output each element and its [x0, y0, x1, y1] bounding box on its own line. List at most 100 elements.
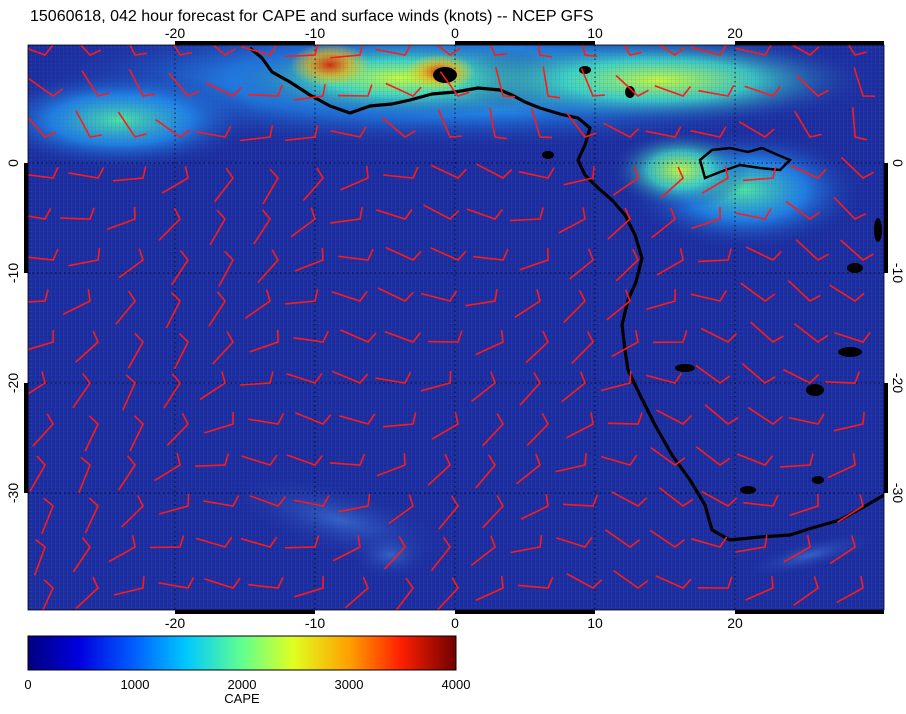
wind-barb [489, 45, 507, 56]
lat-label-left: -20 [5, 373, 21, 393]
wind-barb [32, 413, 54, 447]
wind-barb [72, 537, 91, 573]
wind-barb [611, 491, 648, 507]
wind-barb [580, 67, 606, 97]
wind-barb [284, 535, 320, 549]
wind-barb [566, 412, 594, 439]
wind-barb [253, 209, 271, 245]
wind-barb [204, 577, 241, 589]
wind-barb [332, 534, 361, 562]
wind-barb [600, 454, 638, 466]
wind-barb [240, 125, 274, 142]
wind-barb [383, 412, 417, 428]
wind-barb [28, 116, 57, 138]
wind-barb [650, 446, 686, 466]
wind-barb [514, 289, 541, 318]
wind-barb [700, 327, 738, 343]
wind-barb [247, 84, 283, 97]
wind-barb [735, 45, 772, 56]
wind-barb [168, 72, 200, 97]
wind-barb [656, 409, 693, 425]
wind-barb [537, 45, 552, 58]
wind-barb [516, 453, 541, 485]
wind-barb [285, 289, 319, 305]
wind-barb [153, 453, 181, 482]
wind-barb [84, 415, 99, 452]
wind-barb [28, 289, 49, 303]
wind-barb [218, 250, 234, 287]
wind-barb [106, 206, 136, 231]
wind-barb [542, 66, 561, 99]
colorbar-tick: 1000 [121, 677, 150, 692]
wind-barb [293, 84, 326, 101]
wind-barb [340, 166, 369, 191]
wind-barb [510, 534, 543, 554]
wind-barb [166, 413, 189, 447]
wind-barb [331, 290, 368, 302]
wind-barb [108, 535, 136, 563]
wind-barb [385, 246, 422, 261]
wind-barb [476, 163, 513, 179]
wind-barb [383, 166, 419, 179]
wind-barb [431, 412, 459, 440]
lat-label-left: -10 [5, 263, 21, 283]
africa-coastline [248, 46, 884, 542]
wind-barb [249, 495, 287, 507]
lon-label-bottom: 10 [587, 615, 603, 631]
wind-barb [194, 453, 230, 467]
wind-barb [161, 166, 189, 194]
wind-barb [170, 250, 189, 286]
wind-barb [789, 493, 819, 517]
wind-barb [41, 497, 54, 535]
wind-barb [28, 45, 54, 56]
wind-barb [829, 284, 865, 302]
wind-barb [173, 45, 192, 56]
wind-barb [240, 371, 274, 386]
wind-barb [566, 112, 597, 138]
wind-barb [558, 207, 586, 234]
inland-lakes [433, 66, 882, 494]
wind-barb [375, 371, 412, 384]
wind-barb [262, 168, 279, 205]
wind-barb [563, 289, 586, 323]
wind-barb [470, 371, 496, 403]
wind-barb [555, 453, 587, 473]
wind-barb [436, 577, 459, 610]
wind-barb [833, 411, 865, 432]
wind-barb [395, 577, 414, 610]
wind-barb [330, 453, 366, 466]
wind-barb [209, 209, 226, 246]
wind-barb [645, 288, 677, 311]
wind-barb [607, 207, 631, 240]
wind-barb [331, 370, 369, 384]
wind-barb [427, 453, 451, 486]
wind-barb [473, 248, 509, 261]
wind-barb [824, 371, 860, 384]
wind-barb [563, 165, 595, 186]
wind-barb [518, 167, 555, 179]
wind-barb [562, 494, 599, 507]
wind-barb [743, 166, 777, 182]
wind-barb [833, 196, 867, 220]
wind-barb [795, 74, 829, 97]
wind-barb [604, 529, 641, 548]
wind-barb [690, 45, 728, 56]
wind-barb [28, 208, 52, 220]
wind-barb [697, 576, 733, 589]
wind-barb [840, 156, 874, 179]
wind-barb [519, 372, 541, 406]
wind-barb [376, 208, 413, 220]
wind-barb [785, 200, 821, 220]
wind-barb [286, 372, 323, 384]
wind-barb [736, 453, 774, 466]
wind-barb [117, 455, 136, 491]
wind-barb [129, 45, 148, 56]
wind-barb [743, 494, 779, 507]
wind-barb [645, 126, 682, 138]
wind-barb [344, 576, 369, 609]
wind-barb [481, 495, 504, 529]
lat-label-left: -30 [5, 483, 21, 503]
wind-barb [509, 207, 544, 222]
wind-barb [338, 248, 374, 261]
wind-barb [851, 107, 867, 141]
